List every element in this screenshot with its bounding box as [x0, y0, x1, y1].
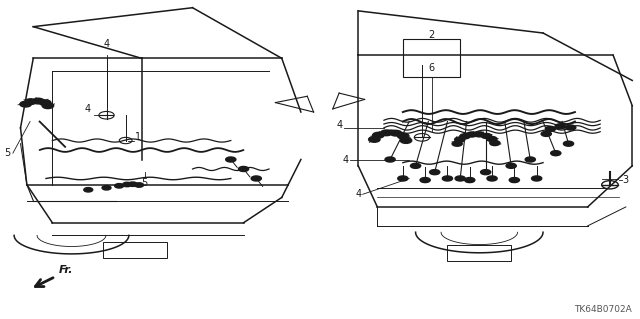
Circle shape — [532, 176, 541, 181]
Circle shape — [25, 99, 36, 105]
Text: 1: 1 — [135, 132, 141, 142]
Circle shape — [550, 151, 561, 156]
Bar — [447, 245, 511, 261]
Circle shape — [410, 163, 420, 168]
Circle shape — [506, 163, 516, 168]
Circle shape — [467, 132, 477, 137]
Circle shape — [481, 133, 492, 138]
Circle shape — [381, 130, 392, 136]
Circle shape — [134, 183, 143, 187]
Circle shape — [420, 178, 430, 182]
Bar — [403, 39, 460, 77]
Circle shape — [545, 126, 556, 131]
Circle shape — [385, 157, 395, 162]
Text: 4: 4 — [336, 120, 342, 130]
Circle shape — [474, 132, 484, 137]
Text: 5: 5 — [4, 148, 11, 158]
Circle shape — [226, 157, 236, 162]
Text: Fr.: Fr. — [59, 265, 73, 275]
Text: 4: 4 — [355, 189, 362, 199]
Circle shape — [452, 141, 462, 146]
Circle shape — [454, 137, 465, 142]
Text: 6: 6 — [428, 63, 435, 73]
Circle shape — [566, 125, 576, 130]
Circle shape — [397, 176, 408, 181]
Circle shape — [20, 101, 31, 107]
Circle shape — [369, 137, 380, 142]
Circle shape — [442, 176, 452, 181]
Circle shape — [84, 188, 93, 192]
Circle shape — [481, 170, 491, 175]
Text: 4: 4 — [104, 39, 109, 49]
Circle shape — [487, 176, 497, 181]
Text: 4: 4 — [342, 154, 349, 165]
Circle shape — [102, 186, 111, 190]
Circle shape — [400, 138, 412, 143]
Circle shape — [455, 176, 465, 181]
Circle shape — [555, 124, 565, 129]
Text: TK64B0702A: TK64B0702A — [575, 306, 632, 315]
Circle shape — [487, 137, 497, 142]
Circle shape — [429, 170, 440, 175]
Circle shape — [390, 130, 402, 136]
Circle shape — [490, 141, 500, 145]
Circle shape — [40, 100, 51, 106]
Circle shape — [397, 133, 409, 139]
Text: 5: 5 — [141, 178, 148, 189]
Circle shape — [460, 134, 470, 139]
Circle shape — [372, 132, 384, 138]
Circle shape — [123, 182, 132, 187]
Circle shape — [115, 184, 124, 188]
Circle shape — [465, 178, 475, 182]
Circle shape — [563, 141, 573, 146]
Circle shape — [251, 176, 261, 181]
Bar — [103, 242, 167, 257]
Circle shape — [42, 103, 54, 108]
Text: 2: 2 — [428, 30, 435, 40]
Text: 4: 4 — [84, 104, 91, 114]
Circle shape — [33, 98, 44, 104]
Circle shape — [541, 131, 551, 137]
Text: 3: 3 — [623, 175, 629, 185]
Circle shape — [128, 182, 137, 186]
Circle shape — [525, 157, 536, 162]
Circle shape — [239, 167, 248, 172]
Circle shape — [509, 178, 520, 182]
